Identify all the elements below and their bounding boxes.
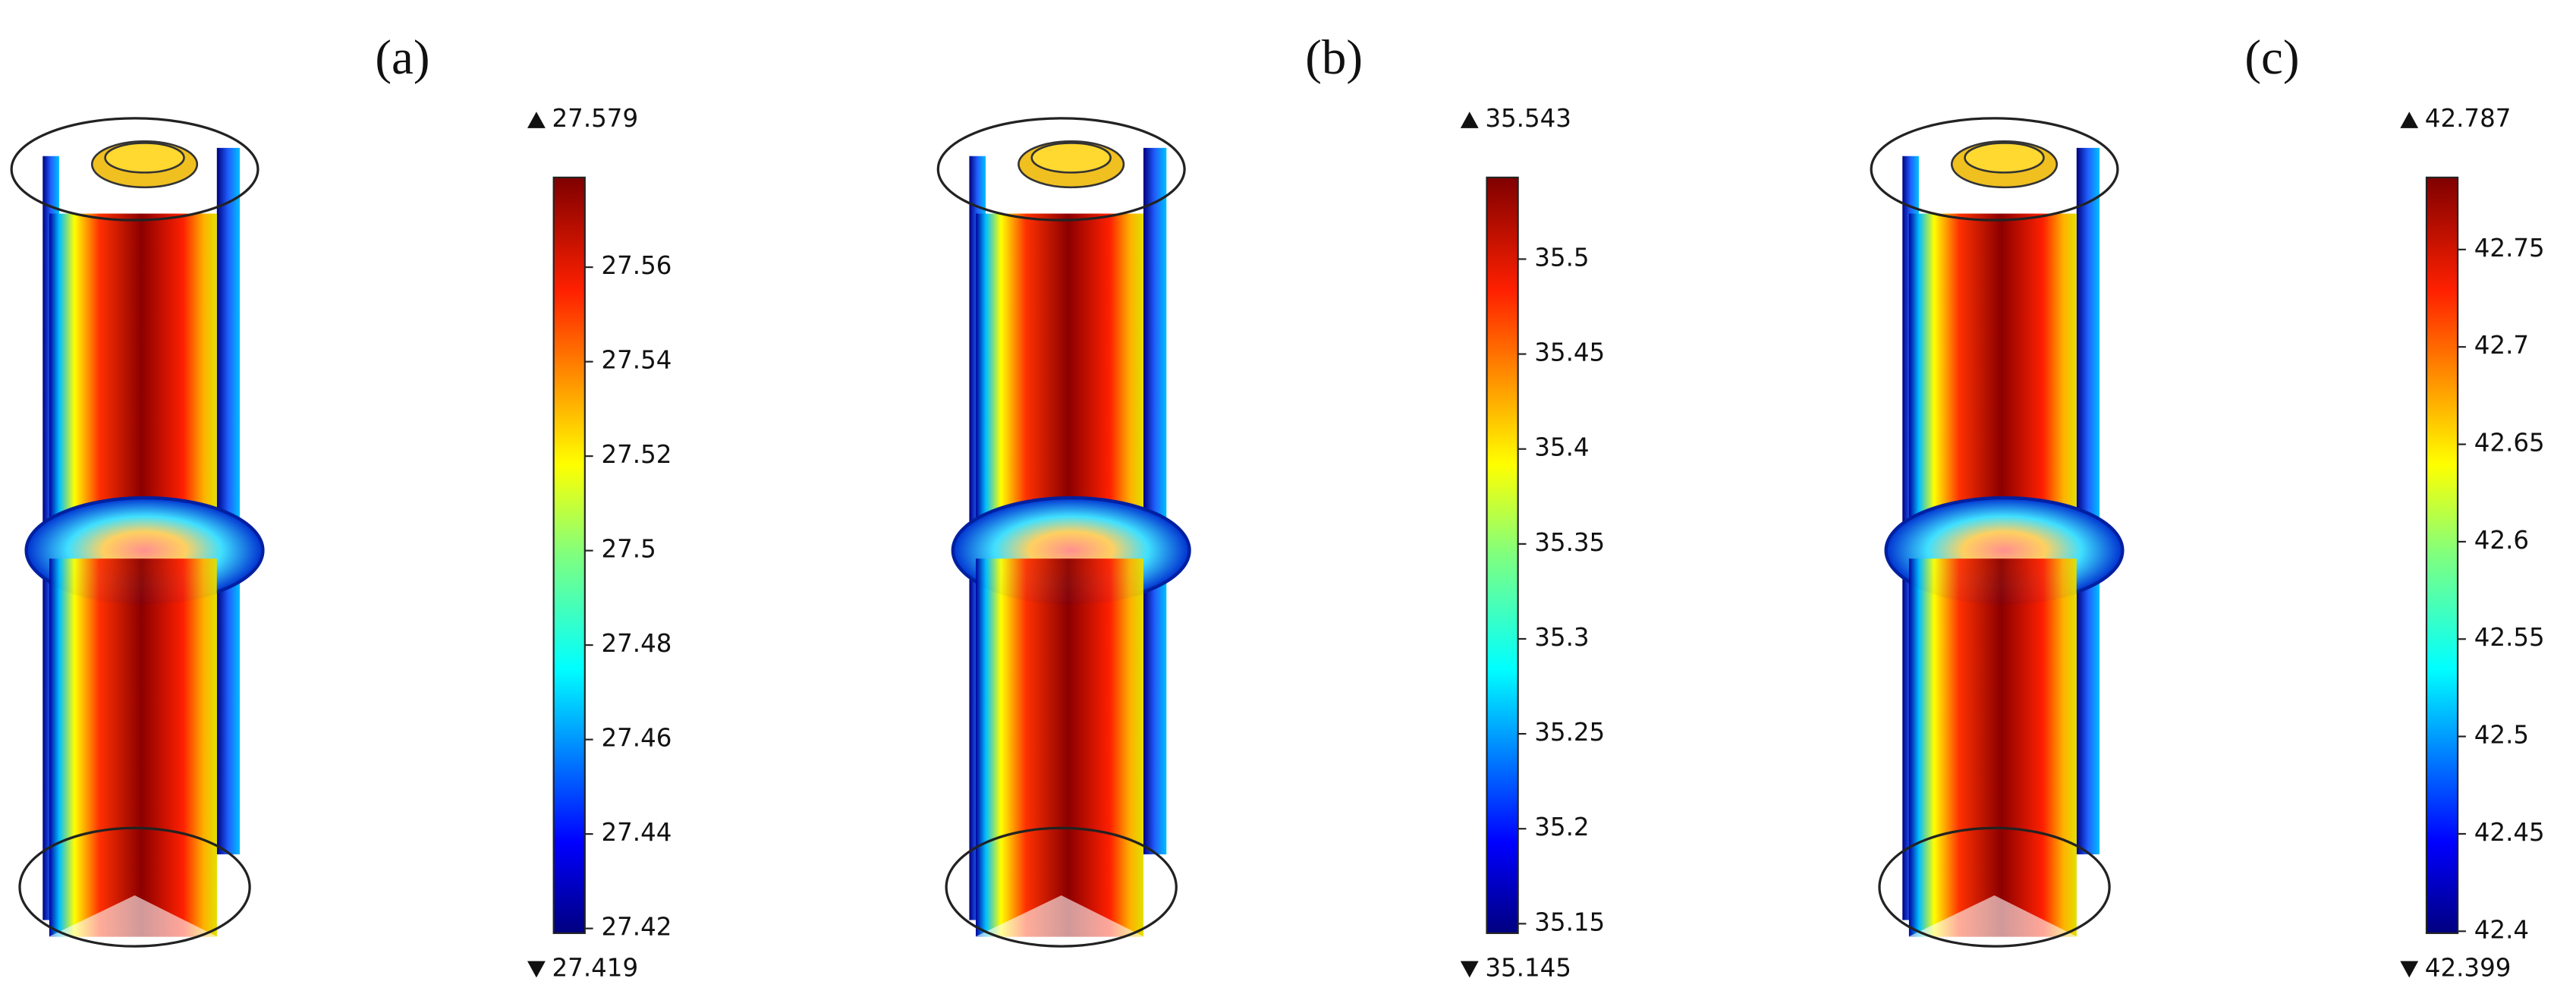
max-label: 42.787 xyxy=(2425,104,2512,133)
tick-label: 42.4 xyxy=(2474,915,2529,944)
tick-label: 35.2 xyxy=(1534,813,1589,841)
tick-label: 27.42 xyxy=(601,913,672,942)
min-marker xyxy=(527,961,546,978)
panel-label: (a) xyxy=(375,30,429,85)
colorbar xyxy=(1486,176,1519,934)
tick-label: 35.35 xyxy=(1534,528,1605,557)
tick-label: 27.48 xyxy=(601,629,672,658)
tick-label: 27.44 xyxy=(601,818,672,847)
min-label: 35.145 xyxy=(1485,953,1571,982)
tick-label: 27.52 xyxy=(601,440,672,469)
tick-label: 35.5 xyxy=(1534,243,1589,272)
simulation-render xyxy=(11,118,263,946)
tick-label: 27.5 xyxy=(601,535,656,564)
tick-label: 35.45 xyxy=(1534,338,1605,367)
panel-label: (c) xyxy=(2244,30,2299,85)
min-marker xyxy=(2400,961,2419,978)
tick-label: 35.3 xyxy=(1534,623,1589,652)
max-marker xyxy=(2400,112,2419,128)
tick-label: 42.65 xyxy=(2474,429,2545,458)
tick-label: 27.54 xyxy=(601,346,672,375)
tick-label: 35.4 xyxy=(1534,433,1589,462)
tick-label: 42.6 xyxy=(2474,526,2529,555)
max-label: 27.579 xyxy=(552,104,639,133)
tick-label: 42.75 xyxy=(2474,234,2545,263)
tick-label: 27.56 xyxy=(601,251,672,280)
colorbar xyxy=(2425,176,2459,934)
max-marker xyxy=(1460,112,1479,128)
tick-label: 35.15 xyxy=(1534,907,1605,936)
tick-label: 42.5 xyxy=(2474,721,2529,750)
tick-label: 42.7 xyxy=(2474,331,2529,360)
tick-label: 42.45 xyxy=(2474,818,2545,847)
min-marker xyxy=(1460,961,1479,978)
max-marker xyxy=(527,112,546,128)
panel-label: (b) xyxy=(1305,30,1363,85)
colorbar xyxy=(552,176,586,934)
min-label: 42.399 xyxy=(2425,953,2512,982)
tick-label: 35.25 xyxy=(1534,718,1605,747)
min-label: 27.419 xyxy=(552,953,639,982)
tick-label: 42.55 xyxy=(2474,623,2545,652)
max-label: 35.543 xyxy=(1485,104,1571,133)
tick-label: 27.46 xyxy=(601,724,672,753)
simulation-render xyxy=(1871,118,2122,946)
simulation-render xyxy=(938,118,1189,946)
